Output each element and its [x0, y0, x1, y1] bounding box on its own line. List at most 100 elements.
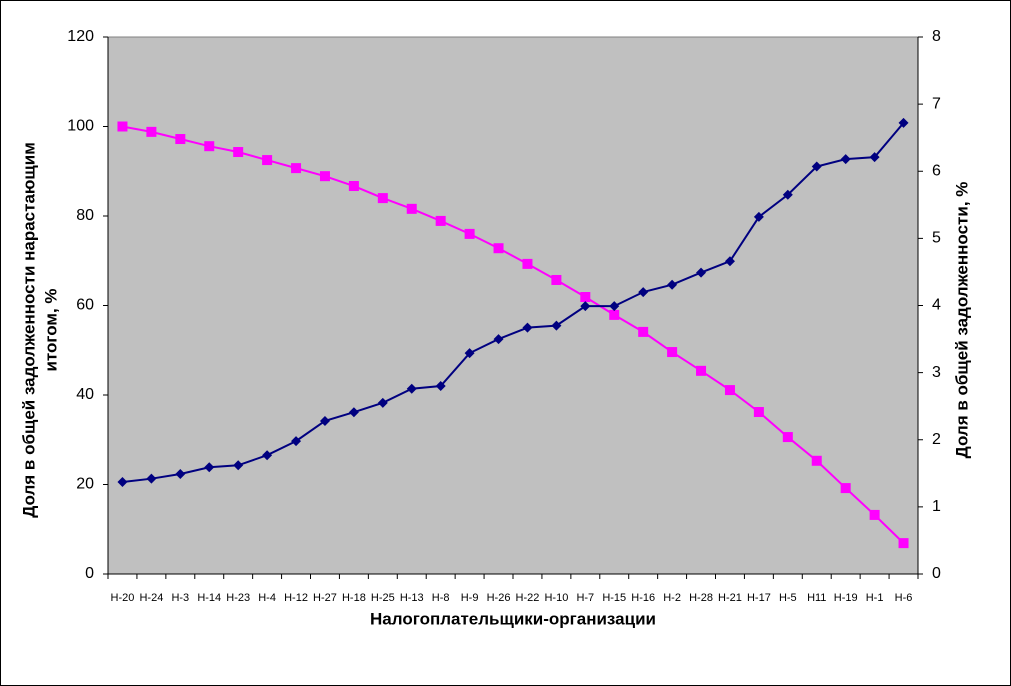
marker — [638, 287, 649, 298]
x-tick-label: Н-8 — [432, 592, 450, 604]
y-tick-label: 60 — [76, 297, 94, 314]
y2-tick-label: 0 — [932, 565, 941, 582]
marker — [696, 267, 707, 278]
marker — [377, 397, 388, 408]
x-tick-label: Н-17 — [747, 592, 771, 604]
marker — [146, 126, 157, 137]
y-tick-label: 40 — [76, 386, 94, 403]
marker — [175, 468, 186, 479]
marker — [869, 152, 880, 163]
marker — [319, 171, 330, 182]
marker — [146, 473, 157, 484]
x-tick-label: Н-9 — [461, 592, 479, 604]
marker — [522, 322, 533, 333]
x-tick-label: Н-22 — [516, 592, 540, 604]
x-tick-label: Н11 — [807, 592, 826, 604]
y2-axis-title: Доля в общей задолженности, % — [952, 182, 971, 459]
x-tick-label: Н-14 — [197, 592, 221, 604]
marker — [724, 385, 735, 396]
y-tick-label: 0 — [85, 565, 94, 582]
marker — [291, 436, 302, 447]
marker — [667, 347, 678, 358]
marker — [840, 483, 851, 494]
marker — [609, 301, 620, 312]
x-tick-label: Н-24 — [139, 592, 163, 604]
marker — [724, 256, 735, 267]
y-tick-label: 120 — [67, 28, 94, 45]
x-tick-label: Н-21 — [718, 592, 742, 604]
marker — [522, 258, 533, 269]
y-axis-title: Доля в общей задолженности нарастающим — [19, 142, 38, 518]
marker — [435, 215, 446, 226]
y-tick-label: 20 — [76, 476, 94, 493]
marker — [291, 163, 302, 174]
y-tick-label: 100 — [67, 118, 94, 135]
marker — [464, 348, 475, 359]
marker — [406, 383, 417, 394]
marker — [464, 228, 475, 239]
y2-tick-label: 3 — [932, 364, 941, 381]
marker — [117, 121, 128, 132]
x-tick-label: Н-19 — [834, 592, 858, 604]
marker — [840, 154, 851, 165]
x-tick-label: Н-3 — [171, 592, 189, 604]
marker — [493, 243, 504, 254]
marker — [233, 147, 244, 158]
x-tick-label: Н-13 — [400, 592, 424, 604]
x-tick-label: Н-15 — [602, 592, 626, 604]
y2-tick-label: 6 — [932, 162, 941, 179]
marker — [348, 407, 359, 418]
marker — [753, 407, 764, 418]
marker — [117, 477, 128, 488]
series-line — [122, 122, 905, 484]
x-tick-label: Н-25 — [371, 592, 395, 604]
y2-tick-label: 8 — [932, 28, 941, 45]
marker — [782, 432, 793, 443]
x-tick-label: Н-12 — [284, 592, 308, 604]
marker — [262, 450, 273, 461]
x-tick-label: Н-2 — [663, 592, 681, 604]
marker — [493, 334, 504, 345]
x-tick-label: Н-20 — [111, 592, 135, 604]
x-tick-label: Н-7 — [576, 592, 594, 604]
y2-tick-label: 4 — [932, 297, 941, 314]
x-tick-label: Н-18 — [342, 592, 366, 604]
x-tick-label: Н-27 — [313, 592, 337, 604]
marker — [638, 326, 649, 337]
marker — [204, 141, 215, 152]
marker — [811, 161, 822, 172]
y2-tick-label: 7 — [932, 95, 941, 112]
marker — [782, 189, 793, 200]
y2-tick-label: 2 — [932, 431, 941, 448]
marker — [609, 309, 620, 320]
marker — [377, 193, 388, 204]
x-tick-label: Н-28 — [689, 592, 713, 604]
marker — [175, 134, 186, 145]
y2-tick-label: 5 — [932, 230, 941, 247]
marker — [406, 203, 417, 214]
marker — [580, 291, 591, 302]
series-line — [122, 125, 905, 544]
marker — [204, 462, 215, 473]
marker — [319, 415, 330, 426]
marker — [262, 155, 273, 166]
x-tick-label: Н-23 — [226, 592, 250, 604]
marker — [898, 538, 909, 549]
y2-tick-label: 1 — [932, 498, 941, 515]
x-tick-label: Н-1 — [866, 592, 884, 604]
x-tick-label: Н-4 — [258, 592, 276, 604]
marker — [869, 509, 880, 520]
marker — [551, 320, 562, 331]
marker — [435, 381, 446, 392]
x-tick-label: Н-5 — [779, 592, 797, 604]
x-tick-label: Н-10 — [544, 592, 568, 604]
marker — [811, 455, 822, 466]
marker — [233, 460, 244, 471]
y-tick-label: 80 — [76, 207, 94, 224]
marker — [580, 301, 591, 312]
marker — [898, 117, 909, 128]
marker — [696, 365, 707, 376]
plot-area — [107, 36, 919, 575]
x-tick-label: Н-26 — [487, 592, 511, 604]
